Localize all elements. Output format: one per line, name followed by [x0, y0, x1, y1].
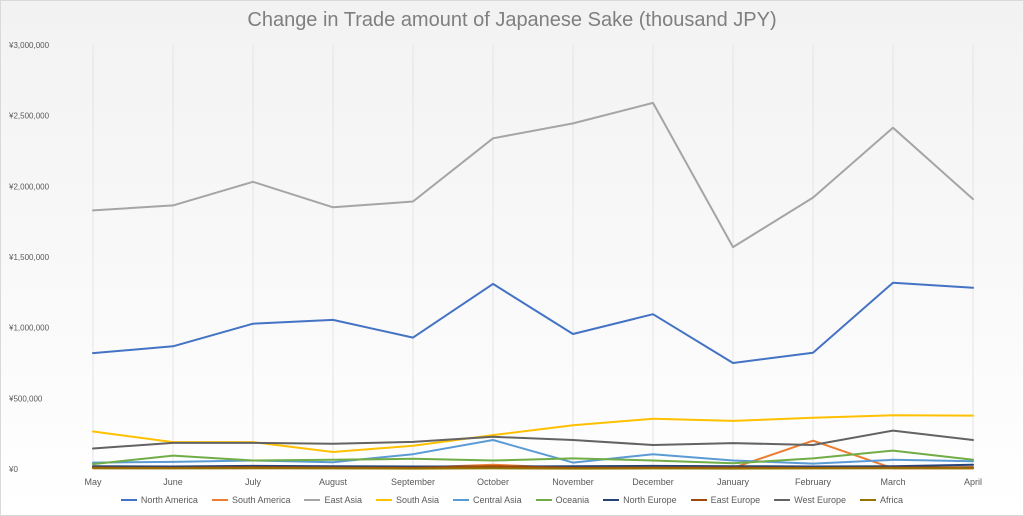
- x-tick-label: July: [245, 477, 262, 487]
- x-tick-label: August: [319, 477, 348, 487]
- y-tick-label: ¥1,000,000: [8, 324, 50, 333]
- legend-label: North America: [140, 495, 198, 505]
- series-line-south-asia: [92, 414, 974, 453]
- legend-entry: North America: [120, 495, 198, 505]
- legend-swatch: [120, 499, 137, 501]
- legend-swatch: [304, 499, 321, 501]
- legend-label: Oceania: [555, 495, 590, 505]
- series-line-oceania: [92, 449, 974, 466]
- y-tick-label: ¥0: [8, 465, 18, 474]
- legend-entry: East Asia: [304, 495, 362, 505]
- series-line-north-america: [92, 281, 974, 364]
- legend-label: Central Asia: [473, 495, 522, 505]
- legend-label: Africa: [880, 495, 904, 505]
- x-tick-label: May: [84, 477, 102, 487]
- y-tick-label: ¥2,000,000: [8, 182, 50, 191]
- legend-swatch: [690, 499, 707, 501]
- x-tick-label: June: [163, 477, 183, 487]
- legend-entry: East Europe: [690, 495, 761, 505]
- legend-entry: Africa: [860, 495, 903, 505]
- x-tick-label: September: [391, 477, 435, 487]
- series-line-west-europe: [92, 429, 974, 450]
- legend-swatch: [453, 499, 470, 501]
- legend-label: North Europe: [623, 495, 677, 505]
- legend-swatch: [860, 499, 877, 501]
- x-tick-label: October: [477, 477, 509, 487]
- x-tick-label: December: [632, 477, 674, 487]
- x-tick-label: February: [795, 477, 832, 487]
- legend-label: South America: [231, 495, 291, 505]
- series-lines: [92, 101, 974, 470]
- series-line-east-asia: [92, 101, 974, 249]
- legend-entry: North Europe: [603, 495, 677, 505]
- legend-label: East Asia: [324, 495, 363, 505]
- legend-swatch: [774, 499, 791, 501]
- legend-swatch: [376, 499, 393, 501]
- legend-entry: West Europe: [774, 495, 846, 505]
- gridlines: [92, 45, 974, 470]
- legend-entry: Central Asia: [453, 495, 522, 505]
- legend-entry: South Asia: [376, 495, 439, 505]
- legend-label: West Europe: [794, 495, 847, 505]
- series-line-central-asia: [92, 439, 974, 465]
- series-line-south-america: [92, 439, 974, 470]
- x-tick-label: January: [717, 477, 750, 487]
- y-axis-ticks: ¥0 ¥500,000 ¥1,000,000 ¥1,500,000 ¥2,000,000…: [8, 41, 50, 474]
- x-tick-label: November: [552, 477, 594, 487]
- x-tick-label: April: [964, 477, 982, 487]
- legend: North America South America East Asia South…: [1, 495, 1023, 505]
- y-tick-label: ¥2,500,000: [8, 112, 50, 121]
- x-axis-ticks: May June July August September October Novembe…: [84, 477, 982, 487]
- legend-entry: Oceania: [535, 495, 590, 505]
- legend-label: South Asia: [396, 495, 440, 505]
- y-tick-label: ¥3,000,000: [8, 41, 50, 50]
- y-tick-label: ¥1,500,000: [8, 253, 50, 262]
- y-tick-label: ¥500,000: [8, 394, 43, 403]
- legend-swatch: [211, 499, 228, 501]
- legend-swatch: [603, 499, 620, 501]
- chart-title: Change in Trade amount of Japanese Sake …: [247, 9, 777, 31]
- legend-entry: South America: [211, 495, 291, 505]
- x-tick-label: March: [880, 477, 905, 487]
- legend-label: East Europe: [710, 495, 761, 505]
- legend-swatch: [535, 499, 552, 501]
